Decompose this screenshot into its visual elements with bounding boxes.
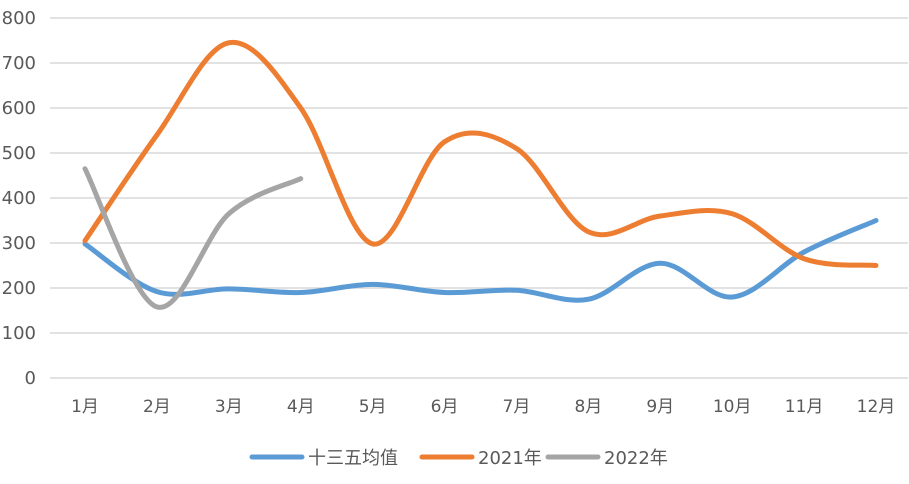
x-tick-label: 1月	[71, 397, 99, 417]
legend: 十三五均值 2021年 2022年	[249, 448, 668, 469]
legend-item-1: 2021年	[419, 448, 542, 469]
x-tick-label: 9月	[646, 397, 674, 417]
y-tick-label: 500	[2, 143, 36, 164]
y-tick-label: 100	[2, 323, 36, 344]
series-lines	[82, 40, 879, 310]
legend-label: 2022年	[604, 448, 668, 469]
y-tick-label: 700	[2, 53, 36, 74]
gridlines	[50, 17, 908, 379]
y-axis-labels: 0 100 200 300 400 500 600 700 800	[2, 8, 36, 389]
y-tick-label: 300	[2, 233, 36, 254]
x-tick-label: 3月	[215, 397, 243, 417]
x-tick-label: 6月	[431, 397, 459, 417]
series-line-1	[82, 40, 879, 268]
x-tick-label: 8月	[574, 397, 602, 417]
x-tick-label: 4月	[287, 397, 315, 417]
legend-label: 2021年	[478, 448, 542, 469]
y-tick-label: 200	[2, 278, 36, 299]
y-tick-label: 400	[2, 188, 36, 209]
x-tick-label: 7月	[503, 397, 531, 417]
x-tick-label: 12月	[857, 397, 896, 417]
legend-label: 十三五均值	[308, 448, 398, 469]
series-line-0	[82, 218, 879, 303]
series-line-2	[82, 166, 304, 310]
y-tick-label: 800	[2, 8, 36, 29]
x-tick-label: 5月	[359, 397, 387, 417]
x-axis-labels: 1月 2月 3月 4月 5月 6月 7月 8月 9月 10月 11月 12月	[71, 397, 895, 417]
legend-item-0: 十三五均值	[249, 448, 398, 469]
y-tick-label: 600	[2, 98, 36, 119]
x-tick-label: 2月	[143, 397, 171, 417]
y-tick-label: 0	[25, 368, 36, 389]
legend-item-2: 2022年	[545, 448, 668, 469]
x-tick-label: 11月	[785, 397, 824, 417]
x-tick-label: 10月	[713, 397, 752, 417]
